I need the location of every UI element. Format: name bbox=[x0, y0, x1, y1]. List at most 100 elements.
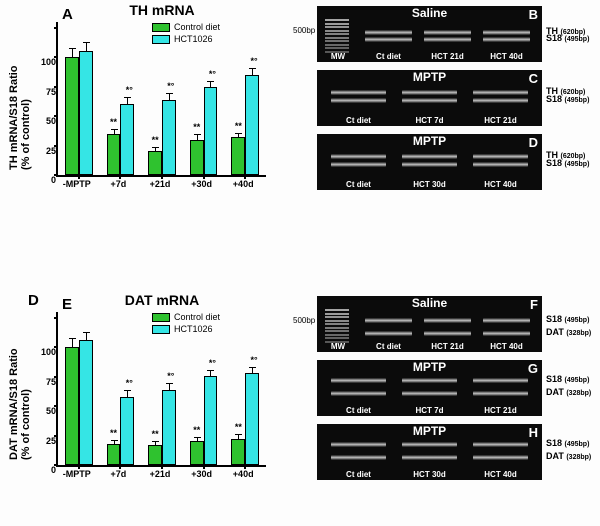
panel-letter: B bbox=[529, 7, 538, 22]
bar-control bbox=[231, 137, 245, 175]
panel-letter: F bbox=[530, 297, 538, 312]
gel-band bbox=[424, 37, 470, 42]
bar-control bbox=[65, 347, 79, 465]
gel-band bbox=[402, 455, 457, 460]
xtick-label: +21d bbox=[150, 469, 171, 479]
panel-letter-e: E bbox=[62, 296, 72, 313]
panel-letter-d-dup: D bbox=[28, 292, 39, 309]
gel-band bbox=[473, 90, 528, 95]
bar-hct bbox=[245, 75, 259, 175]
gel-title: MPTP bbox=[413, 134, 446, 148]
gel-lane-label: HCT 40d bbox=[490, 342, 522, 351]
bar-hct bbox=[245, 373, 259, 465]
sig-marker: *° bbox=[209, 69, 216, 79]
legend-e: Control diet HCT1026 bbox=[152, 312, 220, 336]
sig-marker: ** bbox=[110, 428, 117, 438]
xtick-label: +30d bbox=[191, 469, 212, 479]
gel-band bbox=[331, 154, 386, 159]
xtick-label: +30d bbox=[191, 179, 212, 189]
gel-lane-label: HCT 30d bbox=[413, 470, 445, 479]
gel-title: MPTP bbox=[413, 424, 446, 438]
gel-title: MPTP bbox=[413, 70, 446, 84]
xtick-label: -MPTP bbox=[63, 179, 91, 189]
gel-band-label: S18 (495bp) bbox=[546, 33, 589, 43]
gel-band bbox=[473, 442, 528, 447]
gel-title: Saline bbox=[412, 6, 447, 20]
gel-band bbox=[331, 378, 386, 383]
gel-lane-label: MW bbox=[331, 342, 345, 351]
bar-control bbox=[231, 439, 245, 465]
bar-hct bbox=[79, 340, 93, 465]
xtick-label: +21d bbox=[150, 179, 171, 189]
gel-panel: MPTPCCt dietHCT 7dHCT 21d bbox=[317, 70, 542, 126]
bar-hct bbox=[162, 100, 176, 175]
sig-marker: ** bbox=[193, 122, 200, 132]
sig-marker: *° bbox=[126, 378, 133, 388]
gel-band bbox=[473, 162, 528, 167]
panel-letter: D bbox=[529, 135, 538, 150]
ytick-label: 50 bbox=[36, 116, 56, 126]
panel-letter-a: A bbox=[62, 6, 73, 23]
gel-lane-label: HCT 7d bbox=[416, 406, 444, 415]
sig-marker: *° bbox=[251, 56, 258, 66]
gel-lane-label: HCT 40d bbox=[490, 52, 522, 61]
sig-marker: *° bbox=[126, 85, 133, 95]
gel-lane-label: HCT 21d bbox=[484, 406, 516, 415]
gel-band bbox=[331, 162, 386, 167]
sig-marker: *° bbox=[167, 81, 174, 91]
chart-e-title: DAT mRNA bbox=[72, 292, 252, 308]
gel-band bbox=[331, 90, 386, 95]
gel-panel: MPTPGCt dietHCT 7dHCT 21d bbox=[317, 360, 542, 416]
gel-band bbox=[331, 455, 386, 460]
gel-lane-label: Ct diet bbox=[346, 180, 371, 189]
gel-panel: MPTPDCt dietHCT 30dHCT 40d bbox=[317, 134, 542, 190]
bar-control bbox=[148, 151, 162, 175]
gel-band bbox=[483, 331, 529, 336]
chart-a-title: TH mRNA bbox=[72, 2, 252, 18]
gel-band bbox=[365, 37, 411, 42]
gel-band bbox=[331, 98, 386, 103]
chart-a-ylabel: TH mRNA/S18 Ratio (% of control) bbox=[8, 65, 32, 170]
xtick-label: +7d bbox=[111, 179, 127, 189]
gel-band bbox=[365, 331, 411, 336]
ytick-label: 0 bbox=[36, 465, 56, 475]
bar-hct bbox=[120, 397, 134, 465]
bar-hct bbox=[79, 51, 93, 175]
gel-lane-label: Ct diet bbox=[346, 406, 371, 415]
chart-a-xaxis: -MPTP+7d+21d+30d+40d bbox=[56, 177, 266, 195]
sig-marker: *° bbox=[251, 355, 258, 365]
gel-lane-label: HCT 7d bbox=[416, 116, 444, 125]
bar-control bbox=[148, 445, 162, 465]
gel-band bbox=[473, 391, 528, 396]
gel-lane-label: HCT 21d bbox=[484, 116, 516, 125]
gel-group-bottom: SalineFMWCt dietHCT 21dHCT 40d500bpS18 (… bbox=[295, 296, 595, 496]
gel-band-label: S18 (495bp) bbox=[546, 438, 589, 448]
sig-marker: ** bbox=[193, 425, 200, 435]
gel-lane-label: Ct diet bbox=[376, 52, 401, 61]
chart-dat-mrna: DAT mRNA E DAT mRNA/S18 Ratio (% of cont… bbox=[2, 290, 282, 495]
sig-marker: ** bbox=[152, 429, 159, 439]
gel-band bbox=[402, 90, 457, 95]
sig-marker: ** bbox=[235, 121, 242, 131]
gel-band bbox=[473, 98, 528, 103]
gel-panel: MPTPHCt dietHCT 30dHCT 40d bbox=[317, 424, 542, 480]
gel-lane-label: Ct diet bbox=[376, 342, 401, 351]
ytick-label: 25 bbox=[36, 436, 56, 446]
gel-band-label: S18 (495bp) bbox=[546, 314, 589, 324]
sig-marker: ** bbox=[235, 422, 242, 432]
gel-band bbox=[473, 378, 528, 383]
gel-band bbox=[402, 98, 457, 103]
sig-marker: *° bbox=[167, 371, 174, 381]
legend-hct: HCT1026 bbox=[152, 324, 220, 334]
sig-marker: ** bbox=[110, 117, 117, 127]
legend-control: Control diet bbox=[152, 312, 220, 322]
panel-letter: G bbox=[528, 361, 538, 376]
gel-lane-label: Ct diet bbox=[346, 470, 371, 479]
bar-hct bbox=[120, 104, 134, 175]
bar-control bbox=[107, 444, 121, 465]
bar-control bbox=[65, 57, 79, 175]
gel-lane-label: HCT 21d bbox=[431, 52, 463, 61]
ytick-label: 75 bbox=[36, 87, 56, 97]
panel-letter: H bbox=[529, 425, 538, 440]
chart-th-mrna: TH mRNA A TH mRNA/S18 Ratio (% of contro… bbox=[2, 0, 282, 205]
